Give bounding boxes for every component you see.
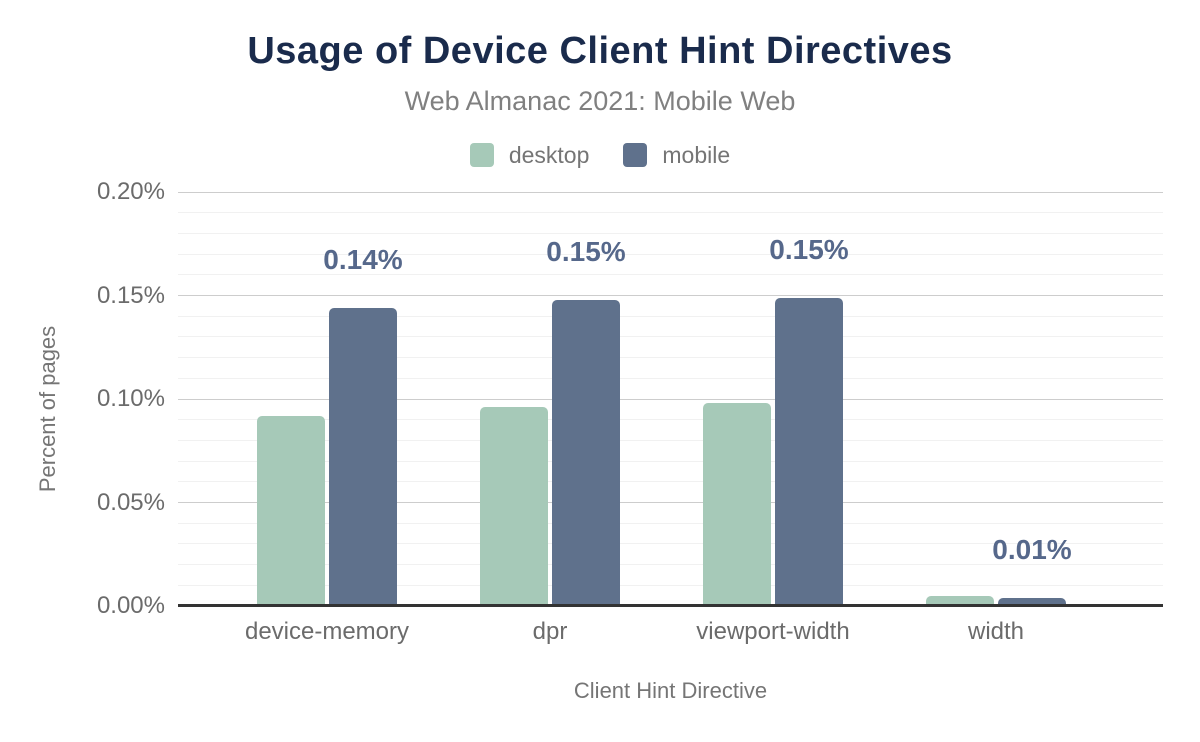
gridline-minor <box>178 439 1163 441</box>
gridline-minor <box>178 419 1163 421</box>
legend-item-mobile: mobile <box>623 142 730 169</box>
y-tick-label: 0.05% <box>96 488 165 516</box>
legend-item-desktop: desktop <box>469 141 590 169</box>
gridline-minor <box>178 336 1163 338</box>
bar-value-label: 0.01% <box>992 533 1072 565</box>
gridline-major <box>178 502 1163 503</box>
chart-subtitle: Web Almanac 2021: Mobile Web <box>404 86 796 116</box>
gridline-minor <box>178 315 1163 317</box>
bar-value-label: 0.15% <box>769 233 849 265</box>
bar-mobile-device-memory <box>329 307 397 606</box>
x-axis-title: Client Hint Directive <box>573 678 768 703</box>
y-tick-label: 0.20% <box>96 178 165 205</box>
bar-desktop-viewport-width <box>703 403 771 606</box>
y-tick-label: 0.10% <box>96 385 165 412</box>
legend-label-desktop: desktop <box>508 141 590 168</box>
bar-mobile-width <box>998 597 1066 606</box>
y-tick-label: 0.15% <box>96 281 165 309</box>
gridline-minor <box>178 274 1163 276</box>
x-tick-label: device-memory <box>244 618 410 645</box>
x-axis-line <box>178 604 1163 607</box>
gridline-minor <box>178 564 1163 566</box>
mobile-swatch-icon <box>623 143 648 167</box>
gridline-major <box>178 295 1163 296</box>
gridline-minor <box>178 253 1163 255</box>
gridline-major <box>178 191 1163 193</box>
gridline-minor <box>178 543 1163 545</box>
gridline-minor <box>178 584 1163 586</box>
gridline-minor <box>178 212 1163 214</box>
gridline-major <box>178 398 1163 400</box>
gridline-minor <box>178 460 1163 462</box>
bar-desktop-dpr <box>480 407 548 606</box>
legend: desktop mobile <box>0 140 1200 170</box>
bar-mobile-dpr <box>552 299 620 606</box>
bar-value-label: 0.14% <box>323 243 403 275</box>
bar-value-label: 0.15% <box>546 235 626 267</box>
y-tick-label: 0.00% <box>96 592 165 619</box>
y-axis-title: Percent of pages <box>35 325 60 493</box>
bar-desktop-width <box>926 595 994 606</box>
x-tick-label: width <box>967 618 1025 645</box>
chart-title: Usage of Device Client Hint Directives <box>247 30 953 72</box>
bar-mobile-viewport-width <box>775 297 843 606</box>
x-tick-label: dpr <box>532 618 568 645</box>
gridline-minor <box>178 232 1163 234</box>
x-tick-label: viewport-width <box>696 618 850 645</box>
gridline-minor <box>178 357 1163 359</box>
bar-desktop-device-memory <box>257 415 325 606</box>
gridline-minor <box>178 377 1163 379</box>
desktop-swatch-icon <box>469 143 494 167</box>
gridline-minor <box>178 522 1163 524</box>
gridline-minor <box>178 481 1163 483</box>
legend-label-mobile: mobile <box>662 141 731 168</box>
